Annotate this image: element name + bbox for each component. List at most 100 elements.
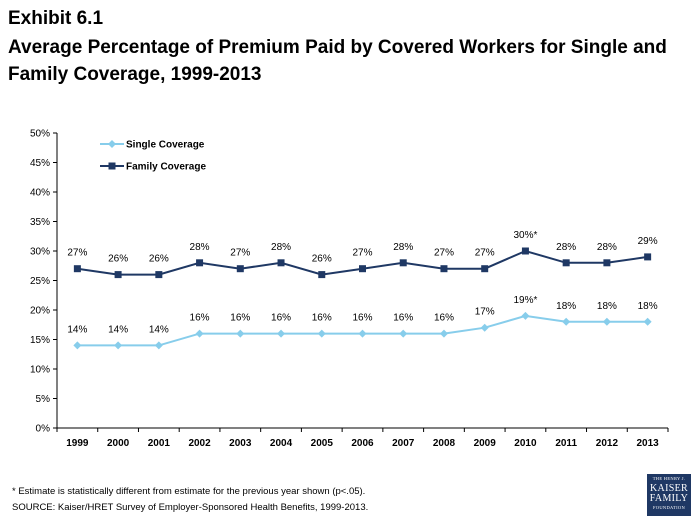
- family-coverage-data-label: 29%: [638, 236, 658, 247]
- single-coverage-point: [602, 317, 611, 326]
- single-coverage-point: [114, 341, 123, 350]
- logo-line-2: KAISER: [650, 482, 688, 494]
- single-coverage-data-label: 19%*: [513, 295, 537, 306]
- single-coverage-point: [317, 329, 326, 338]
- y-tick-label: 15%: [30, 335, 50, 346]
- y-tick-label: 10%: [30, 365, 50, 376]
- single-coverage-point: [236, 329, 245, 338]
- x-tick-label: 2012: [596, 438, 619, 449]
- single-coverage-data-label: 16%: [393, 313, 413, 324]
- single-coverage-data-label: 17%: [475, 307, 495, 318]
- family-coverage-data-label: 27%: [230, 248, 250, 259]
- family-coverage-data-label: 27%: [475, 248, 495, 259]
- family-coverage-data-label: 28%: [271, 242, 291, 253]
- y-tick-label: 25%: [30, 276, 50, 287]
- x-tick-label: 2005: [311, 438, 334, 449]
- family-coverage-data-label: 28%: [556, 242, 576, 253]
- family-coverage-point: [359, 265, 366, 273]
- legend-family-coverage-marker: [108, 162, 116, 170]
- family-coverage-data-label: 27%: [434, 248, 454, 259]
- x-tick-label: 2001: [148, 438, 171, 449]
- single-coverage-point: [73, 341, 82, 350]
- x-tick-label: 2008: [433, 438, 456, 449]
- family-coverage-point: [644, 253, 652, 261]
- family-coverage-data-label: 30%*: [513, 230, 537, 241]
- y-tick-label: 20%: [30, 306, 50, 317]
- x-tick-label: 2011: [555, 438, 577, 449]
- y-tick-label: 30%: [30, 247, 50, 258]
- footnote-significance: * Estimate is statistically different fr…: [12, 486, 366, 497]
- family-coverage-data-label: 28%: [190, 242, 210, 253]
- y-tick-label: 0%: [36, 424, 51, 435]
- x-tick-label: 2007: [392, 438, 415, 449]
- logo-line-4: FOUNDATION: [653, 504, 685, 510]
- family-coverage-point: [603, 259, 611, 267]
- x-tick-label: 2000: [107, 438, 130, 449]
- family-coverage-point: [277, 259, 285, 267]
- family-coverage-data-label: 27%: [67, 248, 87, 259]
- single-coverage-point: [195, 329, 204, 338]
- x-tick-label: 2010: [514, 438, 537, 449]
- family-coverage-point: [440, 265, 448, 273]
- single-coverage-data-label: 14%: [67, 324, 87, 335]
- single-coverage-point: [277, 329, 286, 338]
- single-coverage-point: [439, 329, 448, 338]
- single-coverage-point: [358, 329, 367, 338]
- x-tick-label: 1999: [66, 438, 89, 449]
- family-coverage-data-label: 27%: [352, 248, 372, 259]
- family-coverage-data-label: 26%: [312, 254, 332, 265]
- single-coverage-data-label: 16%: [271, 313, 291, 324]
- family-coverage-point: [114, 271, 122, 279]
- single-coverage-data-label: 14%: [149, 324, 169, 335]
- x-tick-label: 2003: [229, 438, 252, 449]
- legend-family-coverage-label: Family Coverage: [126, 162, 206, 173]
- footnote-source: SOURCE: Kaiser/HRET Survey of Employer-S…: [12, 502, 369, 513]
- y-tick-label: 35%: [30, 217, 50, 228]
- exhibit-number: Exhibit 6.1: [8, 8, 104, 29]
- family-coverage-data-label: 28%: [393, 242, 413, 253]
- single-coverage-point: [154, 341, 163, 350]
- family-coverage-point: [236, 265, 244, 273]
- logo-line-1: THE HENRY J.: [652, 476, 686, 481]
- single-coverage-point: [521, 311, 530, 320]
- single-coverage-data-label: 16%: [190, 313, 210, 324]
- x-tick-label: 2004: [270, 438, 293, 449]
- y-tick-label: 50%: [30, 129, 50, 140]
- x-tick-label: 2009: [474, 438, 497, 449]
- single-coverage-data-label: 18%: [556, 301, 576, 312]
- family-coverage-data-label: 26%: [108, 254, 128, 265]
- family-coverage-point: [318, 271, 326, 279]
- single-coverage-data-label: 16%: [434, 313, 454, 324]
- chart-title: Average Percentage of Premium Paid by Co…: [8, 37, 667, 85]
- y-tick-label: 5%: [36, 394, 51, 405]
- family-coverage-data-label: 28%: [597, 242, 617, 253]
- family-coverage-point: [196, 259, 204, 267]
- single-coverage-point: [480, 323, 489, 332]
- family-coverage-point: [481, 265, 489, 273]
- family-coverage-point: [521, 247, 529, 255]
- single-coverage-data-label: 16%: [352, 313, 372, 324]
- single-coverage-point: [643, 317, 652, 326]
- single-coverage-point: [562, 317, 571, 326]
- family-coverage-data-label: 26%: [149, 254, 169, 265]
- single-coverage-data-label: 16%: [312, 313, 332, 324]
- family-coverage-point: [155, 271, 163, 279]
- single-coverage-data-label: 14%: [108, 324, 128, 335]
- single-coverage-data-label: 16%: [230, 313, 250, 324]
- x-tick-label: 2002: [188, 438, 211, 449]
- single-coverage-point: [399, 329, 408, 338]
- family-coverage-point: [399, 259, 407, 267]
- family-coverage-point: [73, 265, 81, 273]
- y-tick-label: 40%: [30, 188, 50, 199]
- x-tick-label: 2006: [351, 438, 374, 449]
- single-coverage-data-label: 18%: [597, 301, 617, 312]
- x-tick-label: 2013: [637, 438, 660, 449]
- y-tick-label: 45%: [30, 158, 50, 169]
- family-coverage-point: [562, 259, 570, 267]
- legend-single-coverage-marker: [108, 140, 116, 148]
- legend-single-coverage-label: Single Coverage: [126, 140, 205, 151]
- kff-logo: THE HENRY J. KAISER FAMILY FOUNDATION: [647, 474, 691, 516]
- single-coverage-data-label: 18%: [638, 301, 658, 312]
- logo-line-3: FAMILY: [649, 492, 689, 504]
